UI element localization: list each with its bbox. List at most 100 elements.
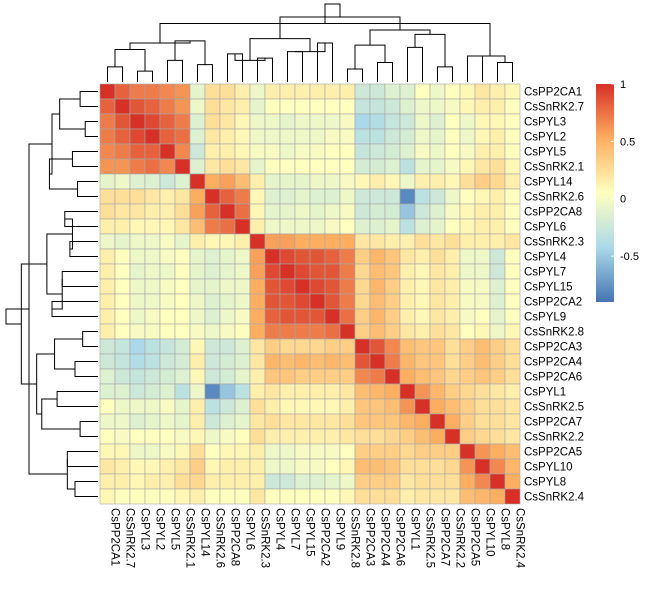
dendrogram-branch bbox=[377, 62, 393, 82]
heatmap-cell bbox=[204, 158, 221, 175]
heatmap-cell bbox=[294, 428, 311, 445]
heatmap-cell bbox=[324, 128, 341, 145]
heatmap-cell bbox=[219, 263, 236, 280]
heatmap-cell bbox=[384, 203, 401, 220]
heatmap-cell bbox=[234, 488, 251, 505]
column-label: CsPYL2 bbox=[154, 508, 166, 550]
heatmap-cell bbox=[369, 338, 386, 355]
heatmap-cell bbox=[339, 143, 356, 160]
heatmap-cell bbox=[279, 203, 296, 220]
heatmap-cell bbox=[279, 98, 296, 115]
heatmap-cell bbox=[459, 488, 476, 505]
heatmap-cell bbox=[414, 113, 431, 130]
heatmap-cell bbox=[489, 323, 506, 340]
heatmap-cell bbox=[444, 98, 461, 115]
heatmap-cell bbox=[249, 98, 266, 115]
heatmap-cell bbox=[504, 158, 521, 175]
heatmap-cell bbox=[324, 113, 341, 130]
heatmap-cell bbox=[279, 83, 296, 100]
heatmap-cell bbox=[294, 458, 311, 475]
heatmap-cell bbox=[249, 413, 266, 430]
heatmap-cell bbox=[234, 428, 251, 445]
column-label: CsPYL9 bbox=[334, 508, 346, 550]
heatmap-cell bbox=[144, 308, 161, 325]
heatmap-cell bbox=[324, 248, 341, 265]
heatmap-cell bbox=[414, 488, 431, 505]
heatmap-cell bbox=[339, 83, 356, 100]
heatmap-cell bbox=[174, 383, 191, 400]
heatmap-cell bbox=[159, 308, 176, 325]
heatmap-cell bbox=[264, 308, 281, 325]
heatmap-cell bbox=[459, 293, 476, 310]
heatmap-cell bbox=[459, 158, 476, 175]
heatmap-cell bbox=[414, 473, 431, 490]
heatmap-cell bbox=[174, 218, 191, 235]
heatmap-cells bbox=[99, 83, 521, 505]
heatmap-cell bbox=[264, 173, 281, 190]
heatmap-cell bbox=[99, 353, 116, 370]
heatmap-cell bbox=[219, 443, 236, 460]
heatmap-cell bbox=[384, 263, 401, 280]
heatmap-cell bbox=[399, 413, 416, 430]
heatmap-cell bbox=[324, 293, 341, 310]
heatmap-cell bbox=[489, 158, 506, 175]
heatmap-cell bbox=[204, 113, 221, 130]
heatmap-cell bbox=[339, 203, 356, 220]
heatmap-cell bbox=[489, 203, 506, 220]
heatmap-cell bbox=[459, 203, 476, 220]
heatmap-cell bbox=[204, 488, 221, 505]
heatmap-cell bbox=[219, 203, 236, 220]
column-label: CsPYL7 bbox=[289, 508, 301, 550]
heatmap-cell bbox=[129, 473, 146, 490]
dendrogram-branch bbox=[82, 331, 98, 347]
heatmap-cell bbox=[129, 113, 146, 130]
heatmap-cell bbox=[174, 323, 191, 340]
heatmap-cell bbox=[264, 83, 281, 100]
heatmap-cell bbox=[459, 353, 476, 370]
heatmap-cell bbox=[369, 188, 386, 205]
heatmap-cell bbox=[159, 368, 176, 385]
heatmap-cell bbox=[219, 218, 236, 235]
heatmap-cell bbox=[369, 113, 386, 130]
heatmap-cell bbox=[159, 188, 176, 205]
heatmap-cell bbox=[129, 233, 146, 250]
column-label: CsPYL14 bbox=[199, 508, 211, 557]
heatmap-cell bbox=[354, 173, 371, 190]
heatmap-cell bbox=[354, 188, 371, 205]
heatmap-cell bbox=[204, 368, 221, 385]
heatmap-cell bbox=[309, 413, 326, 430]
heatmap-cell bbox=[279, 383, 296, 400]
heatmap-cell bbox=[294, 293, 311, 310]
heatmap-cell bbox=[474, 488, 491, 505]
row-label: CsPYL15 bbox=[524, 282, 573, 294]
heatmap-cell bbox=[354, 263, 371, 280]
heatmap-cell bbox=[489, 248, 506, 265]
heatmap-cell bbox=[354, 353, 371, 370]
heatmap-cell bbox=[459, 128, 476, 145]
column-label: CsSnRK2.5 bbox=[424, 508, 436, 568]
heatmap-cell bbox=[414, 248, 431, 265]
dendrogram-branch bbox=[137, 70, 153, 82]
heatmap-cell bbox=[99, 263, 116, 280]
heatmap-cell bbox=[429, 338, 446, 355]
row-label: CsPYL6 bbox=[524, 222, 566, 234]
heatmap-cell bbox=[174, 443, 191, 460]
heatmap-cell bbox=[324, 158, 341, 175]
heatmap-cell bbox=[489, 428, 506, 445]
heatmap-cell bbox=[144, 263, 161, 280]
heatmap-cell bbox=[444, 443, 461, 460]
heatmap-cell bbox=[504, 293, 521, 310]
heatmap-cell bbox=[489, 338, 506, 355]
heatmap-cell bbox=[504, 83, 521, 100]
row-dendrogram bbox=[5, 91, 98, 497]
heatmap-cell bbox=[234, 263, 251, 280]
column-dendrogram bbox=[107, 3, 513, 82]
heatmap-cell bbox=[444, 308, 461, 325]
heatmap-cell bbox=[294, 203, 311, 220]
heatmap-cell bbox=[414, 263, 431, 280]
heatmap-cell bbox=[339, 113, 356, 130]
heatmap-cell bbox=[189, 398, 206, 415]
heatmap-cell bbox=[129, 383, 146, 400]
heatmap-cell bbox=[324, 473, 341, 490]
heatmap-cell bbox=[144, 158, 161, 175]
